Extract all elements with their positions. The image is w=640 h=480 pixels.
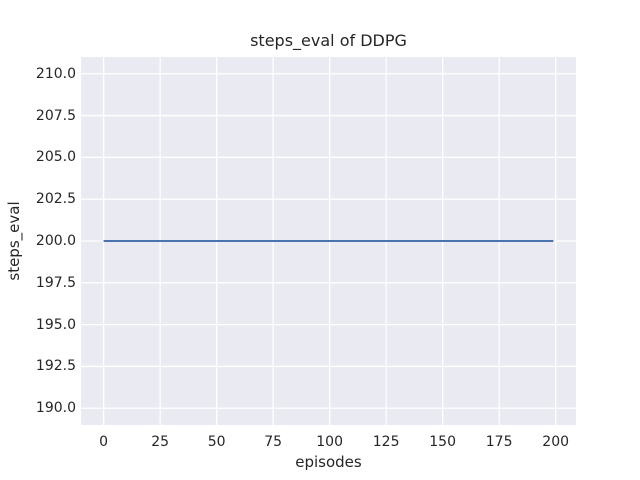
x-tick-label: 75	[264, 434, 283, 450]
y-tick-label: 210.0	[35, 65, 76, 82]
x-tick-label: 0	[99, 434, 109, 450]
y-tick-label: 207.5	[35, 107, 76, 124]
y-tick-label: 205.0	[35, 149, 76, 166]
y-tick-label: 195.0	[35, 316, 76, 333]
x-tick-label: 50	[207, 434, 226, 450]
x-tick-label: 100	[316, 434, 343, 450]
x-axis-label: episodes	[295, 453, 362, 471]
x-tick-label: 200	[542, 434, 570, 450]
x-tick-label: 150	[429, 434, 457, 450]
plot-area	[81, 57, 576, 425]
y-tick-label: 202.5	[35, 191, 76, 208]
x-tick-label: 175	[485, 434, 513, 450]
y-tick-label: 190.0	[35, 400, 76, 417]
y-tick-label: 200.0	[35, 233, 76, 249]
x-tick-label: 25	[151, 434, 170, 450]
y-tick-label: 197.5	[35, 274, 76, 291]
y-tick-label: 192.5	[35, 358, 76, 375]
chart-title: steps_eval of DDPG	[250, 31, 407, 50]
x-tick-label: 125	[372, 434, 400, 450]
